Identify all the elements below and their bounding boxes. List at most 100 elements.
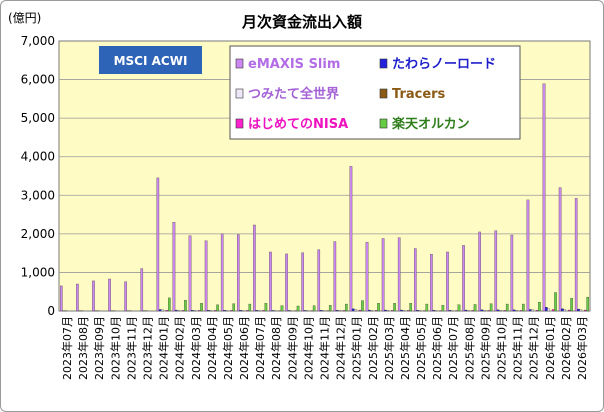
x-tick-label: 2023年09月 [92,316,106,380]
bar-5-10 [232,303,236,312]
bar-5-20 [393,303,396,312]
bar-2-6 [161,309,164,312]
bar-2-29 [531,309,534,312]
bar-4-20 [391,310,394,312]
bar-5-24 [457,304,461,312]
x-tick-label: 2023年11月 [124,316,138,380]
bar-2-14 [289,310,293,312]
x-tick-label: 2024年11月 [318,316,332,380]
legend-label-1: たわらノーロード [392,57,496,72]
x-tick-label: 2024年09月 [285,316,299,380]
bar-5-15 [312,305,316,312]
bar-0-1 [76,283,79,312]
y-tick-label: 6,000 [21,73,55,87]
x-tick-label: 2024年10月 [301,316,315,380]
bar-2-12 [257,310,261,312]
bar-5-9 [216,304,219,312]
bar-0-2 [92,280,95,312]
bar-0-0 [59,285,63,312]
x-tick-label: 2025年02月 [366,316,380,380]
bar-5-30 [554,292,557,312]
x-tick-label: 2026年02月 [559,316,573,380]
bar-4-28 [519,310,523,312]
bar-0-6 [156,177,160,312]
bar-2-20 [386,310,390,312]
bar-5-8 [200,303,203,312]
x-tick-label: 2023年08月 [76,316,90,380]
legend-label-3: Tracers [392,87,446,102]
bar-2-15 [305,310,309,312]
bar-4-8 [197,310,201,312]
x-tick-label: 2025年08月 [462,316,476,380]
bar-1-20 [384,309,387,312]
bar-4-32 [584,309,587,312]
y-tick-label: 7,000 [21,34,55,48]
bar-4-18 [358,309,362,312]
bar-1-24 [448,310,452,312]
x-tick-label: 2024年03月 [189,316,203,380]
legend-swatch-3 [379,88,388,99]
x-tick-label: 2024年04月 [205,316,219,380]
bar-5-7 [184,300,187,312]
bar-0-18 [349,166,353,312]
x-tick-label: 2024年06月 [237,316,251,380]
bar-4-11 [246,310,249,312]
bar-2-17 [338,310,341,312]
bar-5-29 [538,301,541,312]
y-tick-label: 0 [47,304,55,318]
bar-5-18 [361,300,364,312]
bar-1-23 [432,310,435,312]
bar-2-24 [450,310,454,312]
bar-0-24 [446,251,449,312]
bar-1-19 [368,309,371,312]
x-tick-label: 2026年01月 [543,316,557,380]
bar-5-27 [505,303,509,312]
bar-0-15 [301,252,304,312]
bar-5-11 [248,303,252,312]
bar-1-25 [464,309,468,312]
bar-1-11 [239,310,242,312]
bar-5-32 [586,296,590,312]
x-tick-label: 2024年05月 [221,316,235,380]
bar-1-26 [480,309,484,312]
index-badge-label: MSCI ACWI [114,54,188,68]
bar-0-12 [253,224,256,312]
bar-0-9 [204,240,208,312]
x-tick-label: 2025年03月 [382,316,396,380]
bar-1-21 [400,309,403,312]
bar-0-30 [542,83,546,312]
bar-2-21 [402,310,406,312]
bar-5-22 [425,303,429,312]
bar-4-9 [214,310,217,312]
bar-1-22 [416,310,419,312]
x-tick-label: 2024年12月 [334,316,348,380]
bar-0-23 [430,254,433,312]
legend-swatch-2 [235,88,244,99]
bar-5-23 [441,305,445,312]
bar-2-31 [563,309,567,312]
bar-2-22 [418,310,422,312]
y-unit-label: (億円) [8,11,41,25]
x-tick-label: 2023年12月 [141,316,155,380]
bar-1-30 [545,306,548,312]
bar-2-30 [547,308,550,312]
bar-1-16 [319,310,323,312]
bar-5-25 [473,304,477,312]
bar-0-7 [172,222,176,312]
bar-2-13 [273,310,277,312]
x-tick-label: 2025年12月 [527,316,541,380]
bar-0-11 [236,234,240,312]
legend-swatch-4 [235,118,244,129]
y-tick-label: 1,000 [21,265,55,279]
bar-5-28 [522,303,525,312]
legend-swatch-0 [235,58,244,69]
bar-5-31 [570,298,573,312]
bar-1-29 [528,309,532,312]
x-tick-label: 2026年03月 [575,316,589,380]
bar-1-9 [207,310,210,312]
bar-0-27 [494,230,498,312]
bar-2-23 [434,310,438,312]
legend-swatch-1 [379,58,388,69]
